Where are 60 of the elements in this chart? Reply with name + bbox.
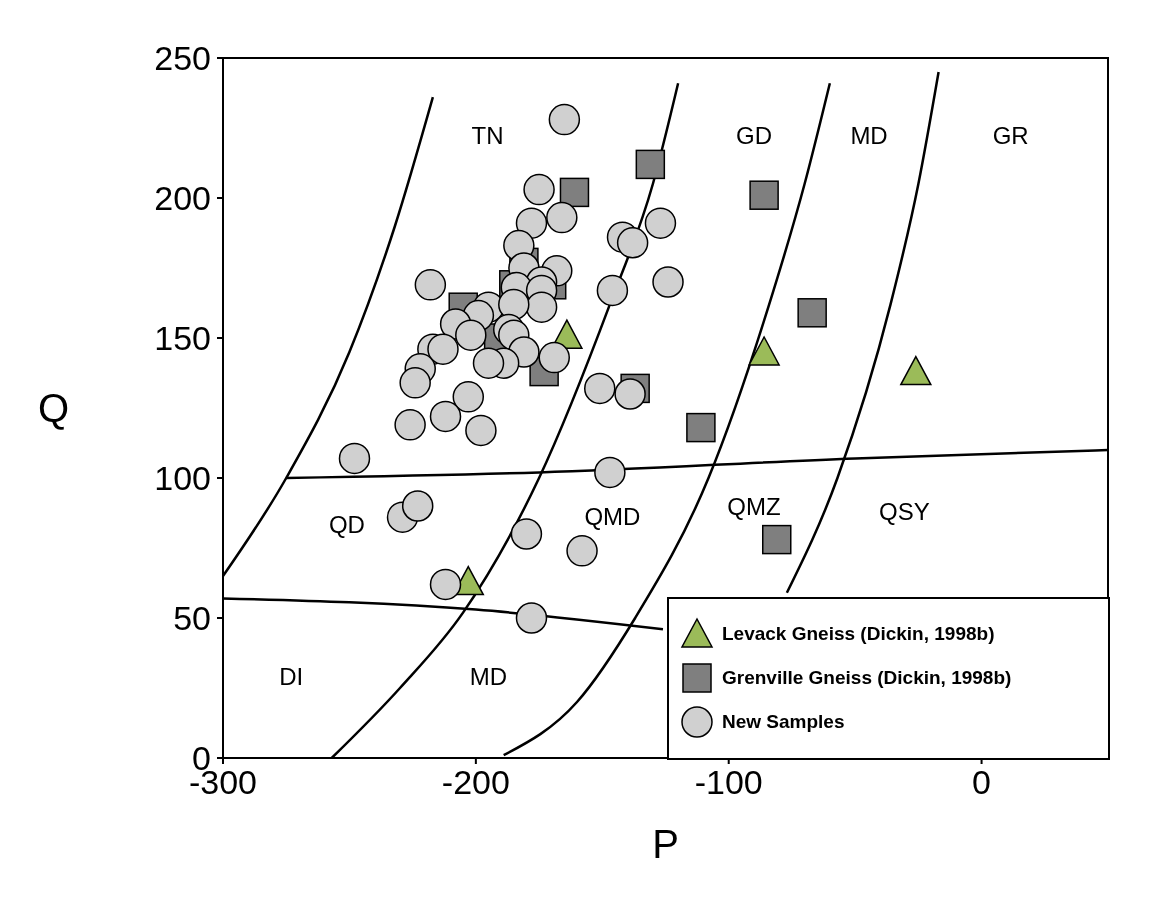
point	[465, 414, 497, 447]
legend-label: Grenville Gneiss (Dickin, 1998b)	[722, 667, 1012, 689]
point	[797, 298, 827, 328]
point	[596, 274, 629, 307]
point	[394, 409, 426, 441]
annotation: QMZ	[727, 492, 781, 520]
point	[515, 602, 548, 634]
point	[429, 568, 462, 601]
annotation: QMD	[584, 503, 641, 530]
point	[525, 291, 558, 323]
point	[538, 341, 570, 374]
y-tick-label: 200	[154, 179, 211, 218]
point	[515, 207, 548, 239]
y-tick-label: 150	[154, 319, 211, 358]
point	[472, 347, 505, 379]
annotation: DI	[279, 663, 304, 691]
point	[338, 442, 371, 475]
point	[644, 207, 677, 239]
annotation: QD	[328, 511, 365, 539]
legend-label: Levack Gneiss (Dickin, 1998b)	[722, 623, 995, 645]
point	[546, 201, 578, 234]
point	[594, 456, 626, 489]
y-tick-label: 250	[154, 39, 211, 78]
x-tick-label: -200	[441, 763, 510, 802]
point	[652, 266, 684, 298]
point	[498, 288, 530, 321]
x-tick-label: 0	[972, 763, 992, 802]
point	[566, 535, 598, 567]
point	[429, 400, 462, 433]
point	[686, 412, 716, 443]
annotation: MD	[469, 663, 508, 691]
point	[401, 490, 434, 522]
y-tick-label: 50	[173, 599, 211, 638]
y-tick-label: 100	[154, 459, 211, 498]
point	[616, 227, 649, 259]
point	[635, 149, 666, 180]
point	[749, 180, 779, 210]
annotation: GD	[736, 121, 772, 149]
annotation: QSY	[879, 498, 930, 526]
point	[427, 333, 459, 365]
point	[452, 381, 485, 413]
y-axis-title: Q	[38, 386, 70, 431]
point	[523, 173, 555, 206]
annotation: GR	[992, 121, 1029, 149]
point	[584, 372, 616, 405]
point	[748, 336, 780, 366]
point	[559, 177, 590, 208]
annotation: MD	[850, 121, 888, 149]
point	[414, 269, 447, 301]
point	[399, 367, 431, 399]
point	[455, 319, 487, 351]
point	[762, 524, 792, 555]
x-tick-label: -100	[694, 763, 763, 802]
point	[510, 518, 543, 550]
point	[614, 378, 646, 410]
point	[548, 103, 581, 136]
annotation: TN	[471, 121, 504, 149]
legend-label: New Samples	[722, 711, 845, 733]
x-axis-title: P	[652, 822, 679, 866]
point	[900, 355, 932, 386]
